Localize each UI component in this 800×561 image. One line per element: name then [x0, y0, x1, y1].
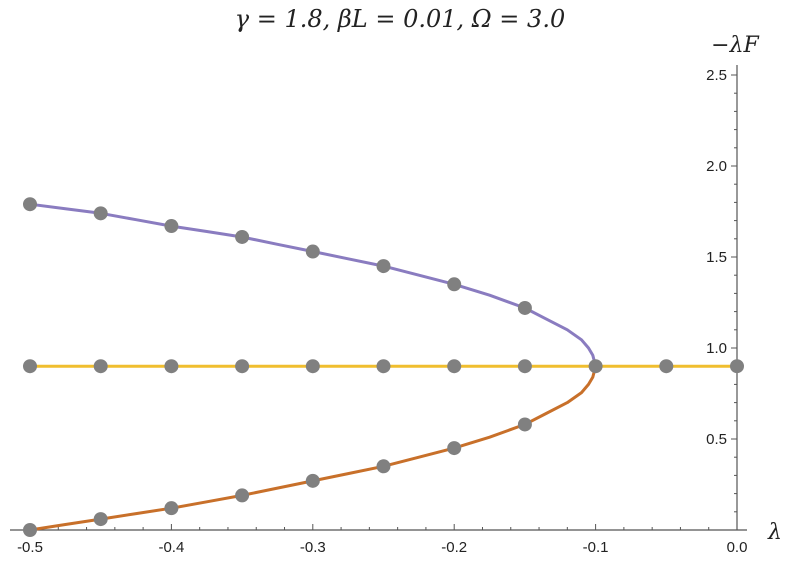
x-axis-label: λ	[767, 520, 782, 545]
data-point	[305, 359, 320, 374]
x-tick-label: 0.0	[727, 539, 748, 556]
data-point	[447, 441, 462, 456]
y-tick-label: 1.0	[706, 340, 727, 357]
axes: -0.5 -0.4 -0.3 -0.2 -0.1 0.0 0.5 1.0 1.5 2.0 2.5	[10, 65, 747, 556]
data-point	[23, 197, 37, 212]
data-point	[305, 244, 320, 259]
x-tick-label: -0.4	[158, 539, 184, 556]
x-tick-label: -0.1	[583, 539, 609, 556]
marker-layer	[23, 197, 744, 537]
data-point	[164, 359, 179, 374]
data-point	[93, 359, 108, 374]
data-point	[23, 359, 37, 374]
data-point	[517, 417, 532, 432]
data-point	[376, 259, 391, 274]
data-point	[659, 359, 674, 374]
data-point	[517, 300, 532, 315]
data-point	[730, 359, 744, 374]
data-point	[376, 359, 391, 374]
y-tick-label: 1.5	[706, 249, 727, 266]
data-point	[588, 359, 603, 374]
data-point	[305, 473, 320, 488]
series-line-3	[28, 364, 598, 532]
data-point	[235, 488, 250, 503]
x-tick-label: -0.5	[17, 539, 43, 556]
data-point	[376, 459, 391, 474]
data-point	[447, 359, 462, 374]
data-point	[164, 501, 179, 516]
chart-title: γ = 1.8, βL = 0.01, Ω = 3.0	[235, 5, 565, 33]
data-point	[93, 512, 108, 527]
data-point	[447, 277, 462, 292]
data-point	[164, 219, 179, 234]
y-tick-label: 0.5	[706, 431, 727, 448]
x-tick-label: -0.2	[441, 539, 467, 556]
data-point	[517, 359, 532, 374]
y-tick-label: 2.0	[706, 158, 727, 175]
series-line-1	[28, 202, 598, 368]
data-point	[23, 523, 37, 537]
y-tick-label: 2.5	[706, 67, 727, 84]
y-axis-label: −λF	[711, 33, 759, 58]
data-point	[235, 359, 250, 374]
data-point	[235, 229, 250, 244]
x-tick-label: -0.3	[300, 539, 326, 556]
data-point	[93, 206, 108, 221]
